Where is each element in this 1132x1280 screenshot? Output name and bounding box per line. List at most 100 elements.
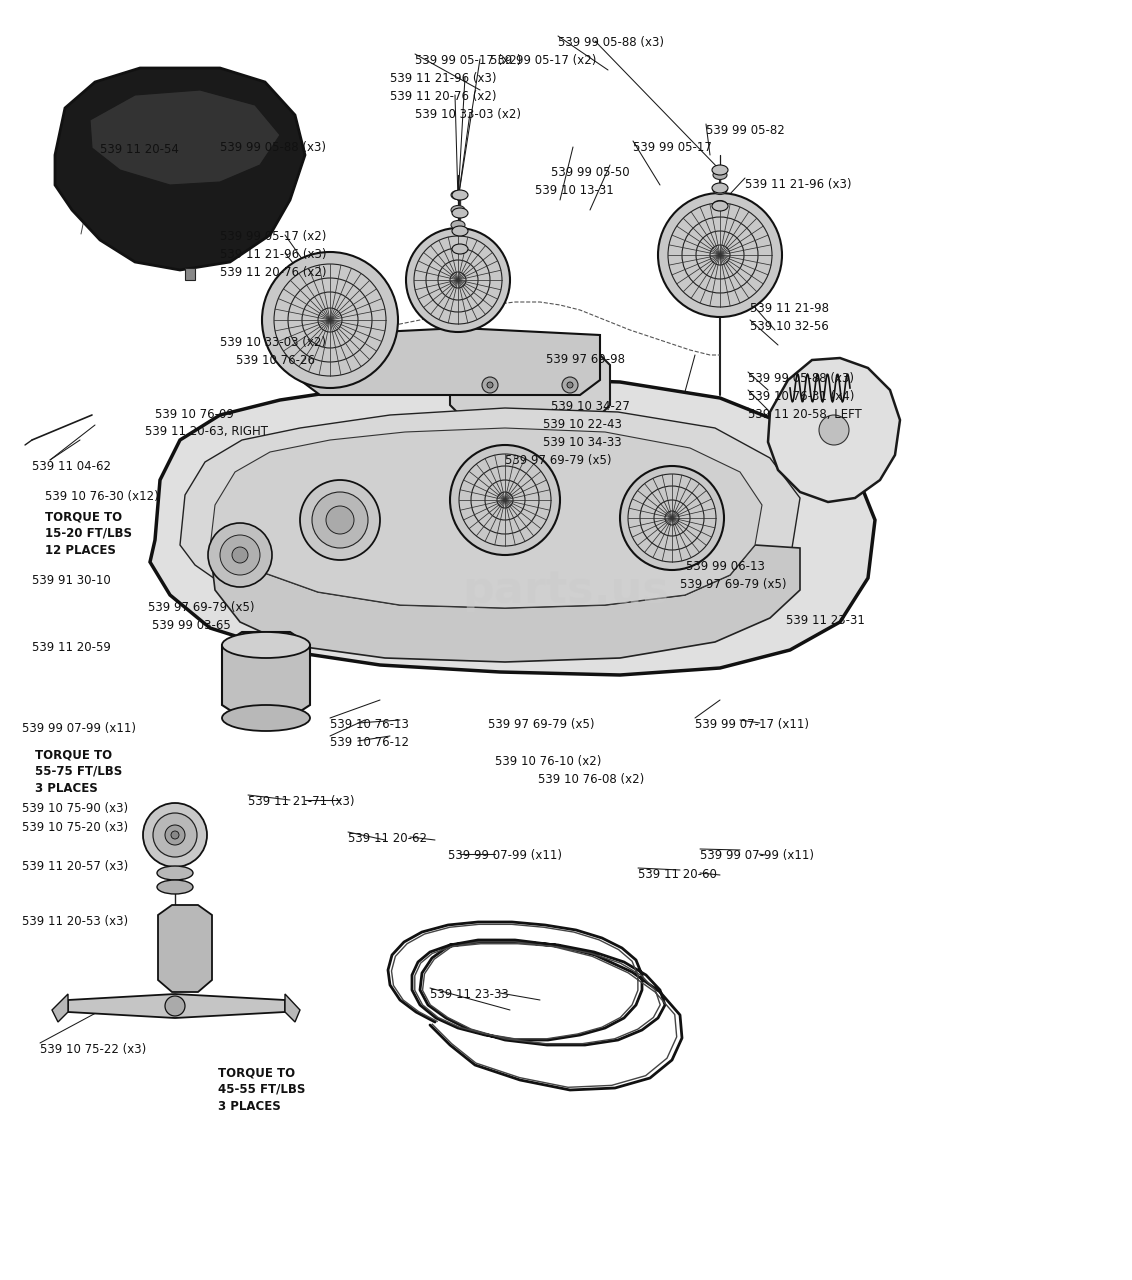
Ellipse shape (452, 189, 468, 200)
Ellipse shape (713, 186, 727, 195)
Text: 539 99 05-88 (x3): 539 99 05-88 (x3) (748, 372, 854, 385)
Text: 539 10 76-10 (x2): 539 10 76-10 (x2) (495, 755, 601, 768)
Polygon shape (68, 995, 285, 1018)
Text: 539 11 04-62: 539 11 04-62 (32, 460, 111, 474)
Text: 539 99 05-17 (x2): 539 99 05-17 (x2) (490, 54, 597, 67)
Text: 539 11 21-98: 539 11 21-98 (751, 302, 829, 315)
Circle shape (165, 826, 185, 845)
Ellipse shape (713, 201, 727, 210)
Text: 539 99 07-99 (x11): 539 99 07-99 (x11) (22, 722, 136, 735)
Circle shape (171, 831, 179, 838)
Text: 539 99 05-17 (x2): 539 99 05-17 (x2) (220, 230, 326, 243)
Ellipse shape (452, 227, 468, 236)
Text: 539 99 05-50: 539 99 05-50 (551, 166, 629, 179)
Text: 15-20 FT/LBS: 15-20 FT/LBS (45, 527, 132, 540)
Text: 539 10 75-90 (x3): 539 10 75-90 (x3) (22, 803, 128, 815)
Text: 539 97 69-79 (x5): 539 97 69-79 (x5) (488, 718, 594, 731)
Polygon shape (158, 905, 212, 992)
Text: 539 11 21-96 (x3): 539 11 21-96 (x3) (391, 72, 497, 84)
Text: 539 10 76-13: 539 10 76-13 (331, 718, 409, 731)
Text: 539 11 20-63, RIGHT: 539 11 20-63, RIGHT (145, 425, 268, 438)
Text: 539 10 76-12: 539 10 76-12 (331, 736, 409, 749)
Ellipse shape (713, 170, 727, 179)
Polygon shape (52, 995, 68, 1021)
Text: 539 10 34-33: 539 10 34-33 (543, 436, 621, 449)
Text: 539 11 20-58, LEFT: 539 11 20-58, LEFT (748, 408, 861, 421)
Text: 539 99 07-99 (x11): 539 99 07-99 (x11) (448, 849, 561, 861)
Text: 539 11 20-62: 539 11 20-62 (348, 832, 427, 845)
Polygon shape (300, 328, 600, 396)
Circle shape (165, 996, 185, 1016)
Text: 12 PLACES: 12 PLACES (45, 544, 115, 557)
Text: 539 99 05-88 (x3): 539 99 05-88 (x3) (220, 141, 326, 154)
Text: parts.us: parts.us (463, 568, 669, 612)
Circle shape (620, 466, 724, 570)
Text: 539 99 03-65: 539 99 03-65 (152, 620, 231, 632)
Circle shape (232, 547, 248, 563)
Text: 45-55 FT/LBS: 45-55 FT/LBS (218, 1083, 306, 1096)
Circle shape (658, 193, 782, 317)
Polygon shape (211, 428, 762, 608)
Text: 539 91 30-10: 539 91 30-10 (32, 573, 111, 588)
Text: 539 99 05-17: 539 99 05-17 (633, 141, 712, 154)
Circle shape (300, 480, 380, 561)
Text: 539 11 23-33: 539 11 23-33 (430, 988, 508, 1001)
Ellipse shape (451, 191, 465, 200)
Text: 539 10 34-27: 539 10 34-27 (551, 399, 629, 413)
Polygon shape (151, 378, 875, 675)
Circle shape (143, 803, 207, 867)
Circle shape (451, 445, 560, 556)
Polygon shape (55, 68, 305, 270)
Text: 539 11 20-53 (x3): 539 11 20-53 (x3) (22, 915, 128, 928)
Ellipse shape (452, 244, 468, 253)
Ellipse shape (157, 867, 192, 881)
Circle shape (153, 813, 197, 858)
Text: 539 10 13-31: 539 10 13-31 (535, 184, 614, 197)
Circle shape (406, 228, 511, 332)
Polygon shape (451, 346, 610, 425)
Text: 539 10 75-22 (x3): 539 10 75-22 (x3) (40, 1043, 146, 1056)
Text: TORQUE TO: TORQUE TO (45, 509, 122, 524)
Text: 539 10 76-09: 539 10 76-09 (155, 408, 234, 421)
Circle shape (208, 524, 272, 588)
Circle shape (312, 492, 368, 548)
Text: TORQUE TO: TORQUE TO (218, 1066, 295, 1079)
Text: 539 99 05-88 (x3): 539 99 05-88 (x3) (558, 36, 664, 49)
Polygon shape (767, 358, 900, 502)
Circle shape (220, 535, 260, 575)
Polygon shape (91, 90, 280, 186)
Ellipse shape (157, 881, 192, 893)
Text: 539 97 69-79 (x5): 539 97 69-79 (x5) (148, 602, 255, 614)
Ellipse shape (452, 207, 468, 218)
Text: 539 11 20-57 (x3): 539 11 20-57 (x3) (22, 860, 128, 873)
Text: 539 99 05-17 (x2): 539 99 05-17 (x2) (415, 54, 522, 67)
Text: 539 11 21-96 (x3): 539 11 21-96 (x3) (745, 178, 851, 191)
Text: 539 10 76-26: 539 10 76-26 (235, 355, 315, 367)
Ellipse shape (712, 165, 728, 175)
Ellipse shape (712, 201, 728, 211)
Circle shape (482, 378, 498, 393)
Text: 539 97 69-79 (x5): 539 97 69-79 (x5) (680, 579, 787, 591)
Text: 539 99 06-13: 539 99 06-13 (686, 561, 765, 573)
Polygon shape (185, 268, 195, 280)
Ellipse shape (451, 220, 465, 229)
Text: 55-75 FT/LBS: 55-75 FT/LBS (35, 765, 122, 778)
Text: 539 11 21-71 (x3): 539 11 21-71 (x3) (248, 795, 354, 808)
Text: 539 10 33-03 (x2): 539 10 33-03 (x2) (220, 335, 326, 349)
Text: 539 10 76-08 (x2): 539 10 76-08 (x2) (538, 773, 644, 786)
Text: 539 99 07-17 (x11): 539 99 07-17 (x11) (695, 718, 809, 731)
Text: 539 10 32-56: 539 10 32-56 (751, 320, 829, 333)
Circle shape (818, 415, 849, 445)
Polygon shape (180, 408, 800, 625)
Circle shape (567, 381, 573, 388)
Text: TORQUE TO: TORQUE TO (35, 748, 112, 762)
Text: 539 11 23-31: 539 11 23-31 (786, 614, 865, 627)
Circle shape (261, 252, 398, 388)
Text: 539 11 20-76 (x2): 539 11 20-76 (x2) (391, 90, 497, 102)
Text: 539 97 69-79 (x5): 539 97 69-79 (x5) (505, 454, 611, 467)
Text: 539 10 33-03 (x2): 539 10 33-03 (x2) (415, 108, 521, 122)
Text: 539 99 07-99 (x11): 539 99 07-99 (x11) (700, 849, 814, 861)
Text: 539 10 22-43: 539 10 22-43 (543, 419, 621, 431)
Ellipse shape (222, 632, 310, 658)
Ellipse shape (451, 206, 465, 215)
